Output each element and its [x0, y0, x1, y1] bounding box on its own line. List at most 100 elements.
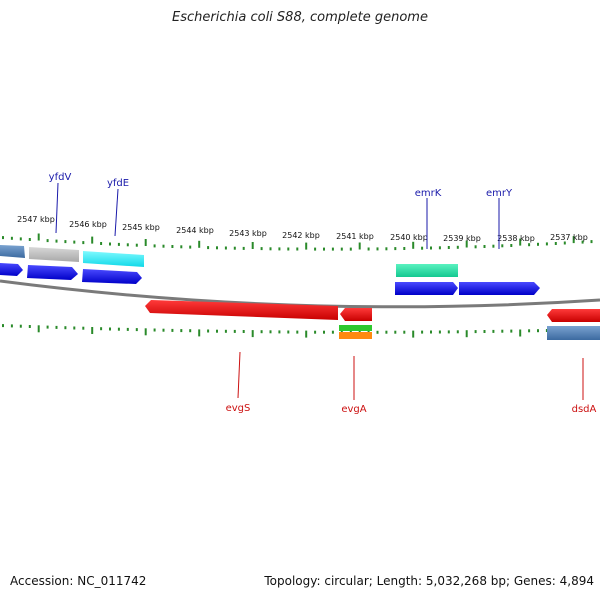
major-tick: [465, 330, 468, 338]
minor-tick: [153, 244, 156, 248]
map-title: Escherichia coli S88, complete genome: [172, 10, 428, 25]
major-tick: [358, 242, 361, 250]
leader-line-yfdE: [114, 188, 119, 237]
major-tick: [37, 233, 40, 241]
scale-label: 2541 kbp: [336, 232, 374, 241]
minor-tick: [269, 247, 272, 251]
gene-arrow-blue-3: [82, 269, 142, 284]
major-tick: [305, 242, 308, 250]
minor-tick: [340, 247, 343, 251]
scale-label: 2547 kbp: [17, 215, 55, 224]
minor-tick: [109, 327, 111, 331]
minor-tick: [421, 246, 424, 250]
minor-tick: [483, 245, 486, 248]
minor-tick: [109, 242, 111, 246]
minor-tick: [180, 329, 183, 333]
minor-tick: [162, 244, 165, 248]
minor-tick: [2, 236, 4, 240]
major-tick: [37, 325, 40, 333]
minor-tick: [100, 327, 103, 331]
scale-label: 2546 kbp: [69, 220, 107, 229]
minor-tick: [385, 330, 388, 334]
minor-tick: [447, 246, 450, 249]
minor-tick: [492, 244, 495, 248]
gene-arrow-blue-1: [0, 263, 23, 276]
major-tick: [91, 236, 94, 244]
minor-tick: [528, 329, 531, 333]
minor-tick: [474, 245, 477, 249]
minor-tick: [528, 243, 531, 247]
minor-tick: [216, 329, 218, 333]
minor-tick: [492, 329, 495, 333]
gene-arrow-cyan-yfdE: [83, 251, 144, 267]
minor-tick: [242, 246, 245, 250]
gene-block-orange-evgA: [339, 332, 372, 339]
minor-tick: [2, 324, 4, 328]
minor-tick: [438, 246, 441, 250]
minor-tick: [501, 244, 504, 248]
minor-tick: [349, 247, 352, 251]
scale-label: 2537 kbp: [550, 233, 588, 242]
minor-tick: [331, 330, 334, 334]
major-tick: [412, 241, 415, 249]
minor-tick: [403, 330, 406, 334]
minor-tick: [207, 329, 210, 333]
minor-tick: [590, 240, 593, 244]
minor-tick: [117, 242, 120, 246]
minor-tick: [46, 325, 49, 329]
gene-arrow-steel-left: [0, 245, 25, 258]
minor-tick: [394, 247, 397, 251]
gene-label-yfdE: yfdE: [107, 178, 129, 189]
minor-tick: [100, 242, 103, 245]
minor-tick: [46, 239, 49, 243]
major-tick: [198, 329, 201, 337]
major-tick: [305, 330, 308, 338]
major-tick: [572, 236, 575, 244]
minor-tick: [537, 329, 539, 333]
accession-text: Accession: NC_011742: [10, 574, 147, 588]
minor-tick: [367, 247, 370, 251]
minor-tick: [135, 328, 138, 332]
minor-tick: [171, 245, 174, 248]
gene-arrow-red-dsdA: [547, 309, 600, 322]
scale-ticks-inner: [2, 324, 593, 338]
minor-tick: [233, 246, 236, 250]
scale-label: 2539 kbp: [443, 234, 481, 243]
minor-tick: [483, 330, 486, 333]
minor-tick: [28, 238, 31, 241]
gene-label-evgA: evgA: [341, 404, 366, 415]
major-tick: [519, 238, 522, 246]
minor-tick: [73, 326, 76, 330]
minor-tick: [287, 330, 290, 334]
minor-tick: [501, 329, 504, 333]
minor-tick: [19, 237, 22, 241]
major-tick: [465, 240, 468, 248]
minor-tick: [510, 244, 513, 247]
gene-arrow-grey: [29, 247, 79, 262]
minor-tick: [296, 247, 299, 251]
minor-tick: [28, 325, 31, 328]
minor-tick: [376, 330, 379, 334]
major-tick: [91, 327, 94, 334]
minor-tick: [545, 329, 548, 332]
minor-tick: [376, 247, 379, 251]
minor-tick: [10, 236, 13, 240]
minor-tick: [10, 324, 13, 328]
minor-tick: [82, 241, 85, 245]
minor-tick: [510, 329, 513, 333]
minor-tick: [189, 245, 192, 249]
minor-tick: [269, 330, 272, 334]
gene-arrow-blue-emrY: [459, 282, 540, 295]
minor-tick: [180, 245, 183, 249]
minor-tick: [447, 330, 450, 334]
minor-tick: [331, 247, 334, 251]
minor-tick: [162, 328, 165, 332]
minor-tick: [314, 247, 317, 251]
scale-label: 2544 kbp: [176, 226, 214, 235]
gene-arrow-blue-emrK: [395, 282, 458, 295]
minor-tick: [403, 247, 406, 250]
minor-tick: [189, 329, 192, 333]
minor-tick: [19, 324, 22, 328]
